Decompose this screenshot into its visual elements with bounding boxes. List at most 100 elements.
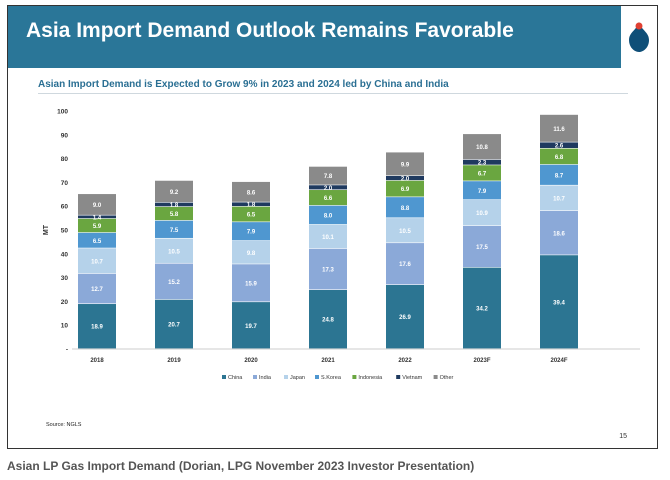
- data-label: 7.5: [170, 228, 179, 234]
- data-label: 2.3: [478, 161, 487, 167]
- data-label: 17.5: [476, 245, 488, 251]
- data-label: 11.6: [553, 127, 565, 133]
- y-axis-label: MT: [43, 224, 50, 235]
- bar-segment-vietnam: [540, 142, 578, 149]
- data-label: 20.7: [168, 323, 180, 329]
- bar-segment-indonesia: [540, 148, 578, 165]
- x-tick-label: 2024F: [550, 358, 567, 364]
- bar-segment-skorea: [78, 232, 116, 248]
- data-label: 6.7: [478, 171, 487, 177]
- data-label: 10.8: [476, 145, 488, 151]
- y-tick-label: 80: [61, 156, 69, 163]
- bar-segment-india: [540, 210, 578, 255]
- data-label: 10.5: [168, 249, 180, 255]
- bar-segment-china: [232, 302, 270, 349]
- x-tick-label: 2023F: [473, 358, 490, 364]
- data-label: 12.7: [91, 287, 103, 293]
- legend-label: Indonesia: [358, 375, 383, 381]
- bar-segment-other: [386, 152, 424, 176]
- data-label: 15.2: [168, 280, 180, 286]
- stacked-bar-chart: - 10 20 30 40 50 60 70 80 90 100 MT 18.9 12.7 10.7 6.…: [43, 109, 640, 381]
- y-tick-label: 20: [61, 299, 69, 306]
- page-number: 15: [619, 433, 627, 440]
- data-label: 6.9: [401, 187, 410, 193]
- data-label: 9.9: [401, 162, 410, 168]
- bar-segment-other: [540, 114, 578, 142]
- bar-segment-other: [463, 134, 501, 160]
- bar-segment-indonesia: [463, 165, 501, 181]
- data-label: 2.0: [324, 186, 333, 192]
- legend-swatch: [352, 375, 357, 379]
- data-label: 5.8: [170, 212, 179, 218]
- bar-segment-vietnam: [463, 159, 501, 165]
- bar-segment-indonesia: [309, 190, 347, 206]
- data-label: 7.9: [247, 230, 256, 236]
- data-label: 18.9: [91, 325, 103, 331]
- x-tick-label: 2019: [167, 358, 181, 364]
- legend-label: India: [259, 375, 272, 381]
- bar-segment-india: [463, 225, 501, 268]
- bar-segment-indonesia: [155, 206, 193, 221]
- bar-segment-japan: [540, 185, 578, 211]
- data-label: 10.9: [476, 211, 488, 217]
- bar-segment-china: [309, 289, 347, 349]
- bar-segment-skorea: [386, 197, 424, 218]
- data-label: 24.8: [322, 318, 334, 324]
- data-label: 1.8: [247, 203, 256, 209]
- data-label: 15.9: [245, 281, 257, 287]
- data-label: 9.0: [93, 203, 102, 209]
- bar-segment-skorea: [155, 220, 193, 238]
- data-label: 8.8: [401, 206, 410, 212]
- legend-swatch: [433, 375, 438, 379]
- x-tick-label: 2021: [321, 358, 335, 364]
- bar-segment-japan: [463, 200, 501, 226]
- company-logo: [621, 6, 657, 68]
- title-banner: Asia Import Demand Outlook Remains Favor…: [8, 6, 624, 68]
- legend-swatch: [222, 375, 226, 379]
- bar-segment-japan: [155, 238, 193, 263]
- data-label: 2.6: [555, 144, 564, 150]
- bar-segment-india: [309, 248, 347, 290]
- bar-segment-japan: [232, 240, 270, 264]
- slide-title: Asia Import Demand Outlook Remains Favor…: [26, 19, 514, 42]
- data-label: 6.5: [93, 239, 102, 245]
- y-tick-label: 70: [61, 180, 69, 187]
- bar-segment-india: [155, 263, 193, 300]
- bar-segment-japan: [386, 218, 424, 243]
- bar-segment-skorea: [309, 205, 347, 225]
- legend-swatch: [253, 375, 257, 379]
- data-label: 6.8: [555, 155, 564, 161]
- bar-segment-indonesia: [386, 180, 424, 197]
- bar-segment-other: [309, 166, 347, 185]
- data-label: 18.6: [553, 231, 565, 237]
- data-label: 17.3: [322, 268, 334, 274]
- chart-subtitle: Asian Import Demand is Expected to Grow …: [38, 79, 449, 90]
- data-label: 26.9: [399, 315, 411, 321]
- legend-label: Japan: [290, 375, 305, 381]
- y-tick-label: 100: [57, 109, 68, 116]
- bar-segment-india: [232, 264, 270, 302]
- bar-segment-vietnam: [155, 202, 193, 207]
- data-label: 1.4: [93, 215, 102, 221]
- bar-segment-china: [463, 267, 501, 349]
- y-tick-label: 40: [61, 251, 69, 258]
- y-axis: - 10 20 30 40 50 60 70 80 90 100: [57, 109, 68, 354]
- bar-segment-skorea: [232, 222, 270, 241]
- logo-drop-icon: [629, 22, 649, 52]
- x-tick-label: 2020: [244, 358, 258, 364]
- data-label: 6.5: [247, 213, 256, 219]
- bar-segment-vietnam: [78, 215, 116, 219]
- bar-segment-other: [155, 180, 193, 203]
- legend-label: S.Korea: [321, 375, 342, 381]
- bar-segment-china: [386, 284, 424, 349]
- x-tick-label: 2018: [90, 358, 104, 364]
- bar-segment-china: [540, 255, 578, 349]
- data-label: 8.7: [555, 173, 564, 179]
- legend-swatch: [396, 375, 401, 379]
- legend-swatch: [284, 375, 288, 379]
- y-tick-label: 10: [61, 323, 69, 330]
- bar-segment-japan: [78, 248, 116, 274]
- bar-segment-china: [155, 299, 193, 349]
- x-tick-label: 2022: [398, 358, 412, 364]
- data-label: 8.6: [247, 190, 256, 196]
